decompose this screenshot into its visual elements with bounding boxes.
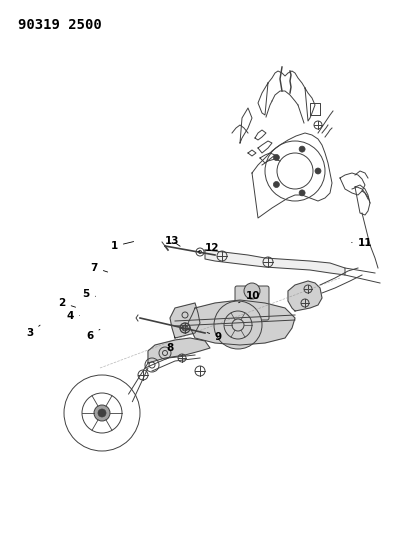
Circle shape [98,409,106,417]
Text: 1: 1 [111,241,134,251]
Circle shape [244,283,260,299]
Text: 2: 2 [59,298,75,308]
Polygon shape [170,303,200,338]
Text: 6: 6 [87,329,100,341]
Text: 4: 4 [67,311,79,320]
Circle shape [299,190,305,196]
Text: 90319 2500: 90319 2500 [18,18,102,32]
Text: 11: 11 [352,238,372,247]
Polygon shape [188,300,295,345]
Text: 13: 13 [165,236,180,246]
Circle shape [273,155,279,160]
FancyBboxPatch shape [235,286,269,320]
Circle shape [214,301,262,349]
Circle shape [299,146,305,152]
Text: 8: 8 [167,337,174,352]
Circle shape [273,182,279,188]
Text: 7: 7 [91,263,107,272]
Polygon shape [205,250,345,275]
Text: 9: 9 [207,332,222,342]
Circle shape [94,405,110,421]
Text: 5: 5 [83,289,95,299]
Polygon shape [288,281,322,311]
Text: 10: 10 [239,291,260,303]
Circle shape [315,168,321,174]
Polygon shape [148,338,210,363]
Text: 12: 12 [198,243,220,253]
Text: 3: 3 [26,325,40,338]
